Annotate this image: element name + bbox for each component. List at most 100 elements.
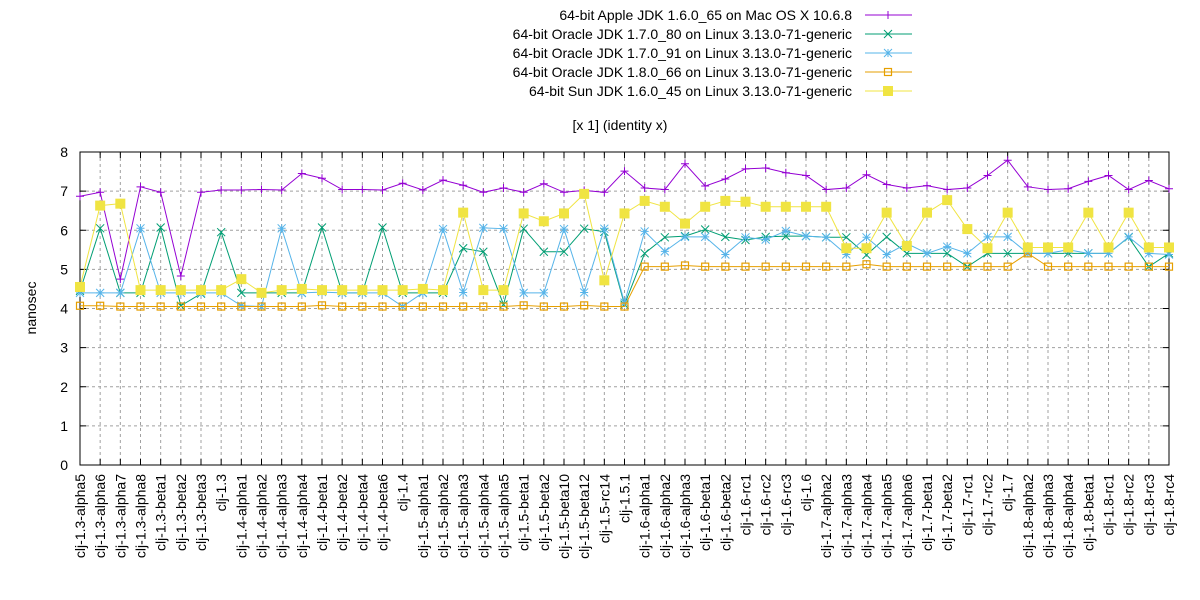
data-point xyxy=(459,302,468,311)
data-point xyxy=(599,224,609,234)
data-point xyxy=(197,188,205,197)
data-point xyxy=(720,232,730,242)
x-tick-label: clj-1.6-beta1 xyxy=(697,474,713,551)
data-point xyxy=(1083,248,1093,258)
data-point xyxy=(559,224,569,234)
data-point xyxy=(639,195,650,206)
data-point xyxy=(942,248,952,258)
data-point xyxy=(861,243,872,254)
data-point xyxy=(902,262,911,271)
x-tick-label: clj-1.6-rc3 xyxy=(778,474,794,536)
data-point xyxy=(1043,262,1053,271)
data-point xyxy=(1124,185,1133,194)
y-axis: 0 1 2 3 4 5 6 7 8 xyxy=(60,144,1169,473)
x-tick-label: clj-1.5-beta10 xyxy=(556,474,572,559)
legend-marker xyxy=(883,67,893,77)
data-point xyxy=(337,285,348,296)
data-point xyxy=(358,302,367,311)
data-point xyxy=(580,301,589,310)
data-point xyxy=(760,201,771,212)
data-point xyxy=(539,302,548,311)
data-point xyxy=(377,285,388,296)
legend-label: 64-bit Oracle JDK 1.7.0_80 on Linux 3.13… xyxy=(513,26,852,42)
data-point xyxy=(1043,242,1053,253)
data-point xyxy=(539,288,549,298)
data-point xyxy=(700,225,710,234)
data-point xyxy=(761,235,771,244)
data-point xyxy=(660,232,670,242)
x-tick-label: clj-1.7-beta2 xyxy=(939,474,955,551)
data-point xyxy=(599,275,610,286)
x-tick-label: clj-1.8-beta1 xyxy=(1080,474,1096,551)
data-point xyxy=(1104,171,1113,180)
data-point xyxy=(378,223,387,232)
data-point xyxy=(196,285,206,296)
y-tick-label: 3 xyxy=(60,340,68,356)
data-point xyxy=(821,232,831,242)
data-point xyxy=(397,285,408,296)
data-point xyxy=(942,242,952,252)
data-point xyxy=(579,188,590,199)
data-point xyxy=(115,288,125,298)
data-point xyxy=(96,188,105,197)
data-point xyxy=(236,288,246,298)
data-point xyxy=(922,207,932,218)
data-point xyxy=(95,223,105,233)
data-point xyxy=(681,159,689,168)
data-point xyxy=(761,262,770,271)
data-point xyxy=(801,201,811,212)
x-tick-label: clj-1.6-rc2 xyxy=(758,474,774,536)
data-point xyxy=(156,302,165,311)
data-point xyxy=(620,302,629,311)
data-point xyxy=(1003,232,1013,242)
x-tick-label: clj-1.4-beta6 xyxy=(375,474,391,551)
data-point xyxy=(1164,262,1174,271)
data-point xyxy=(1023,182,1032,191)
data-point xyxy=(1084,177,1093,186)
data-point xyxy=(176,302,185,311)
data-point xyxy=(378,302,387,311)
data-point xyxy=(358,185,367,194)
x-tick-label: clj-1.8-rc2 xyxy=(1121,474,1137,536)
data-point xyxy=(116,275,125,284)
x-tick-label: clj-1.4-alpha4 xyxy=(294,474,310,558)
data-point xyxy=(438,285,448,296)
x-axis: clj-1.3-alpha5 clj-1.3-alpha6 clj-1.3-alph… xyxy=(72,152,1177,559)
data-point xyxy=(619,208,630,219)
data-point xyxy=(217,185,226,194)
data-point xyxy=(721,262,730,271)
data-point xyxy=(538,216,549,227)
x-tick-label: clj-1.4-beta1 xyxy=(314,474,330,551)
data-point xyxy=(741,262,750,271)
data-point xyxy=(418,302,427,311)
data-point xyxy=(660,262,669,271)
data-point xyxy=(640,248,650,258)
data-point xyxy=(237,302,246,311)
data-point xyxy=(1143,242,1154,253)
data-point xyxy=(862,170,871,179)
data-point xyxy=(659,201,670,212)
data-point xyxy=(1124,262,1133,271)
data-point xyxy=(781,168,790,177)
data-point xyxy=(579,224,589,234)
data-point xyxy=(518,208,529,219)
data-point xyxy=(499,302,508,311)
data-point xyxy=(983,171,992,180)
data-point xyxy=(338,185,347,194)
y-tick-label: 7 xyxy=(60,183,68,199)
legend: 64-bit Apple JDK 1.6.0_65 on Mac OS X 10… xyxy=(513,7,912,99)
chart-title: [x 1] (identity x) xyxy=(573,117,668,133)
data-point xyxy=(256,287,267,298)
data-point xyxy=(156,223,166,232)
data-point xyxy=(499,224,508,234)
x-tick-label: clj-1.7-beta1 xyxy=(919,474,935,551)
data-point xyxy=(519,288,529,298)
x-tick-label: clj-1.3-beta2 xyxy=(173,474,189,551)
x-tick-label: clj-1.4-beta2 xyxy=(334,474,350,551)
data-point xyxy=(1104,262,1113,271)
data-point xyxy=(217,302,226,311)
data-point xyxy=(155,285,166,296)
data-point xyxy=(943,185,952,194)
data-point xyxy=(277,185,286,194)
series-0 xyxy=(76,156,1173,284)
